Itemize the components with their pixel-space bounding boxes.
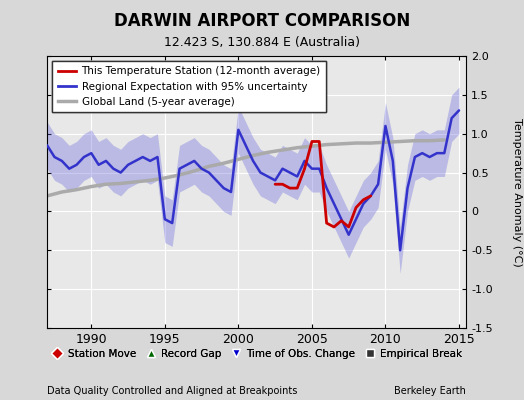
Legend: This Temperature Station (12-month average), Regional Expectation with 95% uncer: This Temperature Station (12-month avera… (52, 61, 326, 112)
Text: Data Quality Controlled and Aligned at Breakpoints: Data Quality Controlled and Aligned at B… (47, 386, 298, 396)
Legend: Station Move, Record Gap, Time of Obs. Change, Empirical Break: Station Move, Record Gap, Time of Obs. C… (47, 345, 467, 363)
Text: 12.423 S, 130.884 E (Australia): 12.423 S, 130.884 E (Australia) (164, 36, 360, 49)
Text: Berkeley Earth: Berkeley Earth (395, 386, 466, 396)
Y-axis label: Temperature Anomaly (°C): Temperature Anomaly (°C) (512, 118, 522, 266)
Text: DARWIN AIRPORT COMPARISON: DARWIN AIRPORT COMPARISON (114, 12, 410, 30)
